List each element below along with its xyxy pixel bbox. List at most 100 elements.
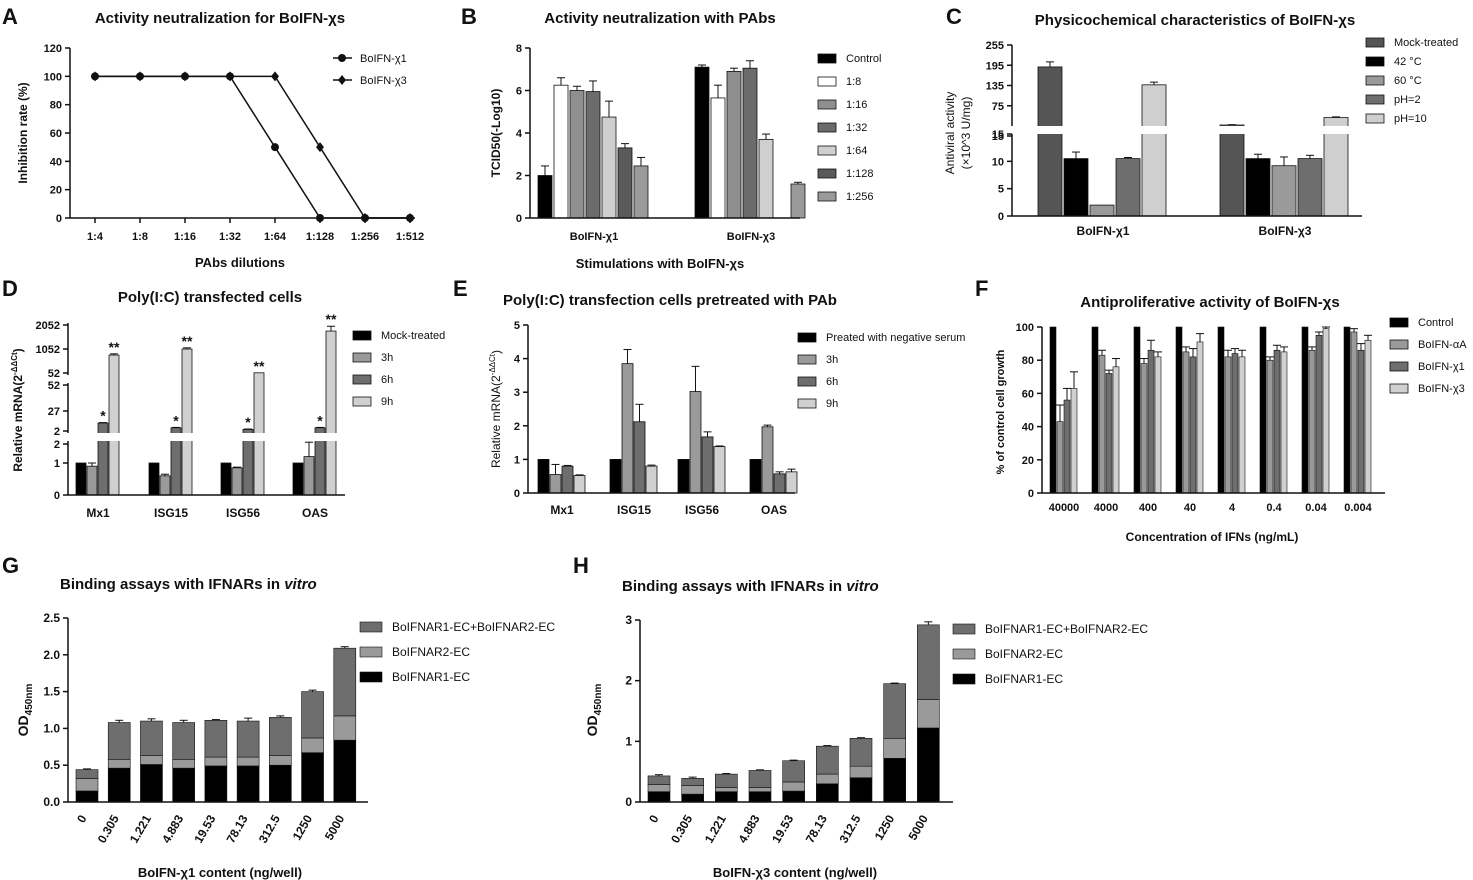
chart-g-y-label: OD450nm bbox=[15, 684, 35, 737]
chart-d-axis-break bbox=[62, 433, 351, 441]
chart-f-bar bbox=[1280, 351, 1288, 494]
chart-b-bar bbox=[585, 91, 601, 219]
chart-a-y-tick-label: 60 bbox=[50, 128, 62, 140]
chart-h-bar bbox=[681, 778, 704, 786]
chart-title-g-main: Binding assays with IFNARs in bbox=[60, 576, 285, 593]
chart-h-x-label: BoIFN-χ3 content (ng/well) bbox=[713, 865, 877, 880]
chart-e: 0 1 2 3 4 5 Mx1 ISG15 ISG56 OAS Preated with negat… bbox=[488, 320, 965, 517]
chart-h-bar bbox=[715, 787, 738, 792]
chart-a-x-tick-label: 1:256 bbox=[351, 231, 379, 243]
chart-f-bar bbox=[1301, 326, 1309, 494]
chart-f-y-tick-label: 20 bbox=[1022, 455, 1034, 467]
chart-f-bar bbox=[1112, 366, 1120, 494]
chart-c-legend-label: 60 °C bbox=[1394, 75, 1422, 87]
chart-b-bar bbox=[710, 97, 726, 219]
chart-g-bar bbox=[172, 767, 195, 803]
chart-title-b: Activity neutralization with PAbs bbox=[544, 10, 776, 27]
chart-d-bar bbox=[231, 467, 243, 496]
chart-h-bar bbox=[849, 765, 873, 779]
chart-e-y-tick-label: 4 bbox=[514, 354, 521, 366]
chart-d-bar bbox=[148, 462, 160, 496]
chart-g-x-tick-label: 5000 bbox=[322, 812, 348, 842]
chart-title-c: Physicochemical characteristics of BoIFN… bbox=[1034, 12, 1356, 29]
chart-a-point bbox=[271, 71, 279, 82]
chart-c-y-tick-label: 10 bbox=[992, 156, 1004, 168]
chart-title-h-italic: vitro bbox=[846, 578, 879, 595]
chart-a-x-tick-label: 1:4 bbox=[87, 231, 104, 243]
chart-f-bar bbox=[1308, 349, 1316, 494]
chart-g-x-tick-label: 1.221 bbox=[127, 812, 154, 845]
chart-h-x-tick-label: 78.13 bbox=[803, 812, 830, 845]
chart-f-bar bbox=[1315, 334, 1323, 494]
chart-g-x-tick-label: 4.883 bbox=[159, 812, 186, 845]
chart-c-legend-label: 42 °C bbox=[1394, 56, 1422, 68]
chart-h-bar bbox=[816, 745, 839, 775]
chart-b-legend-label: 1:64 bbox=[846, 145, 867, 157]
chart-f-bar bbox=[1364, 339, 1372, 494]
chart-f-bar bbox=[1238, 356, 1246, 494]
chart-d-significance: ** bbox=[254, 358, 265, 374]
chart-f-x-tick-label: 40000 bbox=[1049, 502, 1080, 514]
chart-b-y-tick-label: 0 bbox=[516, 213, 522, 225]
chart-c-legend-swatch bbox=[1365, 56, 1385, 67]
chart-g-y-tick-label: 0.5 bbox=[43, 758, 60, 772]
chart-f-bar bbox=[1049, 326, 1057, 494]
chart-f-legend-label: BoIFN-χ3 bbox=[1418, 383, 1465, 395]
chart-f-bar bbox=[1189, 356, 1197, 494]
chart-e-bar bbox=[713, 446, 726, 494]
chart-f-x-tick-label: 4 bbox=[1229, 502, 1236, 514]
chart-f-x-label: Concentration of IFNs (ng/mL) bbox=[1126, 530, 1299, 544]
chart-f-legend-label: BoIFN-αA bbox=[1418, 339, 1467, 351]
chart-d-bar bbox=[86, 465, 98, 496]
chart-c-legend-label: pH=2 bbox=[1394, 94, 1421, 106]
chart-c-axis-break bbox=[1006, 126, 1368, 134]
chart-a-x-tick-label: 1:128 bbox=[306, 231, 334, 243]
chart-f-bar bbox=[1175, 326, 1183, 494]
chart-d-legend-label: 9h bbox=[381, 396, 393, 408]
chart-h-legend-label: BoIFNAR1-EC+BoIFNAR2-EC bbox=[985, 622, 1148, 636]
chart-d-bar bbox=[325, 330, 337, 496]
chart-b-legend-swatch bbox=[817, 145, 837, 156]
chart-b-bar bbox=[553, 84, 569, 219]
chart-f-x-tick-label: 400 bbox=[1139, 502, 1157, 514]
chart-a-y-tick-label: 40 bbox=[50, 156, 62, 168]
panel-letter-b: B bbox=[461, 4, 477, 29]
chart-h-bar bbox=[647, 784, 671, 792]
chart-d-bar bbox=[303, 456, 315, 496]
chart-c-bar bbox=[1063, 158, 1089, 217]
chart-f-bar bbox=[1196, 341, 1204, 494]
chart-f-bar bbox=[1343, 326, 1351, 494]
chart-g-bar bbox=[269, 755, 292, 766]
chart-h-x-tick-label: 312.5 bbox=[836, 812, 863, 845]
chart-b: 0 2 4 6 8 BoIFN-χ1 BoIFN-χ3 Control 1:8 1:16 1:32 1… bbox=[489, 43, 881, 271]
chart-d-significance: * bbox=[317, 412, 323, 428]
chart-f-bar bbox=[1091, 326, 1099, 494]
chart-a-x-tick-label: 1:64 bbox=[264, 231, 287, 243]
chart-h-bar bbox=[782, 790, 805, 803]
chart-g-x-tick-label: 1250 bbox=[290, 812, 316, 842]
chart-c-legend-swatch bbox=[1365, 37, 1385, 48]
chart-f-bar bbox=[1098, 354, 1106, 494]
chart-g-bar bbox=[301, 752, 324, 803]
chart-title-h-main: Binding assays with IFNARs in bbox=[622, 578, 847, 595]
chart-f-bar bbox=[1147, 349, 1155, 494]
chart-g-x-tick-label: 312.5 bbox=[256, 812, 283, 845]
chart-g-bar bbox=[236, 756, 260, 767]
chart-e-y-tick-label: 1 bbox=[514, 454, 520, 466]
chart-e-bar bbox=[537, 458, 550, 494]
chart-e-bar bbox=[749, 458, 762, 494]
chart-b-y-tick-label: 2 bbox=[516, 171, 522, 183]
chart-f-bar bbox=[1063, 399, 1071, 494]
panel-letter-c: C bbox=[946, 4, 962, 29]
chart-e-bar bbox=[645, 465, 658, 494]
chart-b-bar bbox=[694, 66, 710, 219]
chart-f-bar bbox=[1056, 421, 1064, 494]
chart-c-bar bbox=[1271, 165, 1297, 217]
chart-h-legend-swatch bbox=[952, 623, 976, 635]
chart-c-bar bbox=[1115, 158, 1141, 217]
chart-h-bar bbox=[917, 699, 940, 729]
chart-b-legend-swatch bbox=[817, 53, 837, 64]
chart-c-bar bbox=[1141, 84, 1167, 217]
chart-a-legend-label: BoIFN-χ1 bbox=[360, 53, 407, 65]
